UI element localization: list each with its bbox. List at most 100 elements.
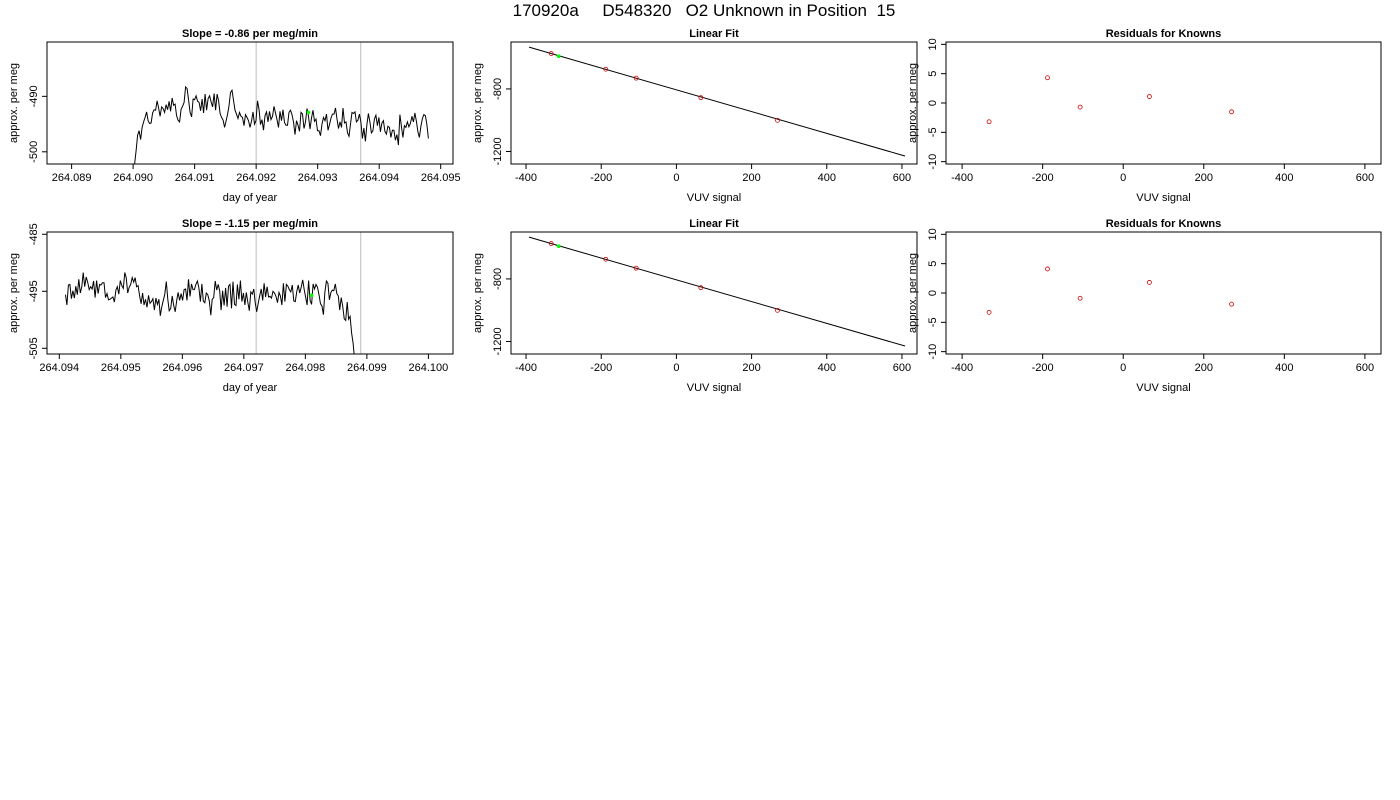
plot-frame <box>46 41 454 165</box>
x-tick-label: -400 <box>515 362 537 374</box>
y-axis-label: approx. per meg <box>8 63 20 143</box>
plot-frame <box>510 231 918 355</box>
x-axis-label: VUV signal <box>1136 382 1190 394</box>
y-axis-label: approx. per meg <box>472 63 484 143</box>
data-point <box>1229 109 1234 115</box>
fit-line <box>528 46 906 157</box>
data-point <box>986 309 992 315</box>
x-tick-label: 0 <box>1120 362 1126 374</box>
y-axis: -1200 -800 approx. per meg <box>472 253 511 356</box>
plot-area <box>528 236 906 347</box>
data-series-line <box>134 85 429 164</box>
y-tick-label: -800 <box>492 268 504 290</box>
x-tick-label: 264.094 <box>359 172 399 184</box>
x-tick-label: 200 <box>742 362 760 374</box>
x-tick-label: 264.096 <box>162 362 202 374</box>
x-tick-label: 200 <box>1195 172 1213 184</box>
x-axis-label: day of year <box>223 382 278 394</box>
data-point <box>698 285 704 291</box>
data-point <box>986 119 992 125</box>
y-tick-label: -1200 <box>492 137 504 165</box>
x-tick-label: 200 <box>742 172 760 184</box>
data-point <box>548 241 554 246</box>
x-tick-label: 600 <box>1356 172 1374 184</box>
x-tick-label: 0 <box>1120 172 1126 184</box>
unknown-point <box>556 54 561 59</box>
x-tick-label: 600 <box>1356 362 1374 374</box>
x-tick-label: -400 <box>515 172 537 184</box>
plot-area <box>65 232 362 354</box>
y-tick-label: 0 <box>927 100 939 106</box>
fit-line <box>528 236 906 347</box>
data-point <box>1045 266 1050 272</box>
y-axis-label: approx. per meg <box>907 63 919 143</box>
chart-panel-3: Residuals for Knowns -400 -200 0 200 400 600 VU… <box>907 28 1382 204</box>
x-axis: 264.094 264.095 264.096 264.097 264.098 264.0… <box>39 354 448 394</box>
y-tick-label: 0 <box>927 290 939 296</box>
data-point <box>1229 301 1234 307</box>
data-series-line <box>65 272 355 354</box>
y-tick-label: -495 <box>28 280 40 302</box>
x-tick-label: 264.093 <box>298 172 338 184</box>
x-tick-label: 600 <box>893 172 911 184</box>
y-tick-label: 5 <box>927 261 939 267</box>
chart-panel-6: Residuals for Knowns -400 -200 0 200 400 600 VU… <box>907 218 1382 394</box>
page-title: 170920a D548320 O2 Unknown in Position 1… <box>512 1 896 20</box>
x-axis-label: VUV signal <box>687 192 741 204</box>
y-tick-label: 5 <box>927 71 939 77</box>
data-point <box>1077 104 1083 110</box>
data-point <box>603 256 609 262</box>
x-axis: -400 -200 0 200 400 600 VUV signal <box>515 164 911 204</box>
chart-panel-5: Linear Fit -400 -200 0 200 400 600 VUV signal -1… <box>472 218 918 394</box>
x-axis: 264.089 264.090 264.091 264.092 264.093 264.0… <box>52 164 461 204</box>
x-tick-label: 264.097 <box>224 362 264 374</box>
y-tick-label: -10 <box>927 344 939 360</box>
unknown-point <box>556 244 561 249</box>
y-tick-label: -490 <box>28 85 40 107</box>
chart-title: Slope = -0.86 per meg/min <box>182 28 318 40</box>
x-tick-label: 264.094 <box>39 362 79 374</box>
x-tick-label: 264.095 <box>421 172 461 184</box>
y-tick-label: -485 <box>28 223 40 245</box>
plot-area <box>986 75 1234 125</box>
x-tick-label: 264.091 <box>175 172 215 184</box>
x-tick-label: -400 <box>951 362 973 374</box>
plot-frame <box>945 231 1382 355</box>
x-tick-label: 264.100 <box>409 362 449 374</box>
y-axis-label: approx. per meg <box>907 253 919 333</box>
x-tick-label: 0 <box>673 172 679 184</box>
y-axis-label: approx. per meg <box>8 253 20 333</box>
x-axis: -400 -200 0 200 400 600 VUV signal <box>515 354 911 394</box>
x-axis-label: VUV signal <box>1136 192 1190 204</box>
x-tick-label: -400 <box>951 172 973 184</box>
y-tick-label: 10 <box>927 228 939 240</box>
y-axis: -1200 -800 approx. per meg <box>472 63 511 166</box>
y-tick-label: -5 <box>927 317 939 327</box>
data-point <box>633 75 639 81</box>
chart-title: Slope = -1.15 per meg/min <box>182 218 318 230</box>
data-point <box>548 51 554 56</box>
x-tick-label: 0 <box>673 362 679 374</box>
current-point-marker <box>306 110 311 115</box>
y-tick-label: -1200 <box>492 327 504 355</box>
x-tick-label: 600 <box>893 362 911 374</box>
x-tick-label: 400 <box>818 172 836 184</box>
x-tick-label: 264.095 <box>101 362 141 374</box>
x-axis: -400 -200 0 200 400 600 VUV signal <box>951 164 1374 204</box>
current-point-marker <box>309 293 314 298</box>
x-axis: -400 -200 0 200 400 600 VUV signal <box>951 354 1374 394</box>
y-tick-label: -505 <box>28 337 40 359</box>
data-point <box>698 95 704 101</box>
y-axis: -10 -5 0 5 10 approx. per meg <box>907 228 946 360</box>
y-axis: -10 -5 0 5 10 approx. per meg <box>907 38 946 170</box>
y-tick-label: -800 <box>492 78 504 100</box>
y-tick-label: -10 <box>927 154 939 170</box>
data-point <box>1147 94 1152 99</box>
x-tick-label: 264.090 <box>113 172 153 184</box>
y-axis: -505 -495 -485 approx. per meg <box>8 223 47 359</box>
chart-title: Residuals for Knowns <box>1106 28 1222 40</box>
y-axis-label: approx. per meg <box>472 253 484 333</box>
chart-title: Linear Fit <box>689 218 739 230</box>
plot-frame <box>945 41 1382 165</box>
